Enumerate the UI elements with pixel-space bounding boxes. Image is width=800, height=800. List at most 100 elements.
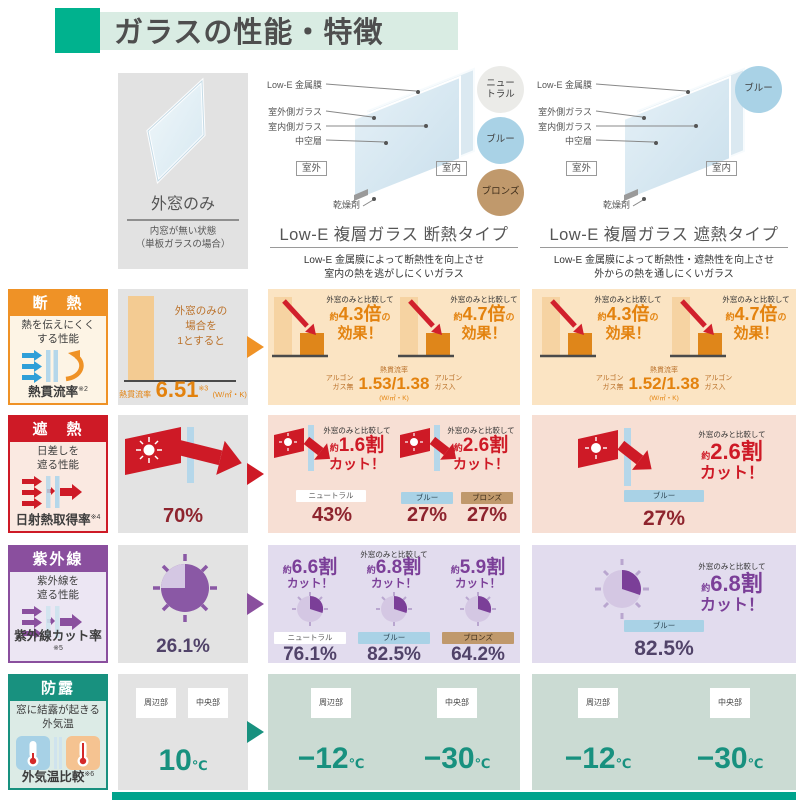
cell-insulation-right: 外窓のみと比較して 約4.3倍の 効果！ 外窓のみと比較して 約4.7倍の 効果… xyxy=(532,289,796,405)
compare-note: 外窓のみと比較して xyxy=(326,295,394,304)
insulation-icon xyxy=(22,350,84,384)
color-pill-blue: ブルー xyxy=(624,620,704,632)
pct-value: 27% xyxy=(642,507,686,530)
pct-value: 82.5% xyxy=(634,637,694,660)
product-desc-insulation: Low-E 金属膜によって断熱性を向上させ 室内の熱を逃がしにくいガラス xyxy=(303,255,485,280)
compare-note: 外窓のみと比較して xyxy=(698,430,766,439)
uv-cut-value: 26.1% xyxy=(156,636,210,657)
effect-value: 約4.7倍の xyxy=(453,304,515,324)
label-air-layer: 中空層 xyxy=(294,136,322,146)
uv-sun-pie-icon xyxy=(376,591,412,626)
color-pill-bronze: ブロンズ xyxy=(442,631,514,644)
shield-icon xyxy=(22,476,82,510)
divider xyxy=(540,247,788,248)
row-title-condensation: 防露 xyxy=(10,676,106,701)
color-pill-blue: ブルー xyxy=(624,490,704,502)
compare-note: 外窓のみと比較して xyxy=(447,426,515,435)
temp-value: −12℃ xyxy=(564,742,632,775)
label-lowe-film: Low-E 金属膜 xyxy=(536,80,592,90)
cut-word: カット！ xyxy=(699,464,764,482)
temp-value: −30℃ xyxy=(423,742,491,775)
uv-icon xyxy=(22,606,82,640)
compare-note: 外窓のみと比較して xyxy=(594,295,662,304)
reference-bar xyxy=(128,296,154,380)
swatch-blue: ブルー xyxy=(735,66,782,113)
footer-divider-bar xyxy=(112,792,796,800)
chip-perimeter: 周辺部 xyxy=(311,688,351,718)
product-title-insulation: Low-E 複層ガラス 断熱タイプ xyxy=(279,226,509,244)
row-title-shield: 遮 熱 xyxy=(10,417,106,442)
row-metric: 外気温比較※6 xyxy=(21,770,95,784)
color-pill-blue: ブルー xyxy=(358,631,430,644)
arrow-right-icon xyxy=(247,336,264,358)
divider xyxy=(270,247,518,248)
bar-compare-chart xyxy=(272,297,328,358)
cell-insulation-mid: 外窓のみと比較して 約4.3倍の 効果！ 外窓のみと比較して 約4.7倍の 効果… xyxy=(268,289,520,405)
chip-center: 中央部 xyxy=(188,688,228,718)
cut-value: 約2.6割 xyxy=(453,435,509,456)
product-title-shield: Low-E 複層ガラス 遮熱タイプ xyxy=(549,226,779,244)
effect-word: 効果！ xyxy=(733,324,779,342)
chip-perimeter: 周辺部 xyxy=(136,688,176,718)
cell-shield-mid: 外窓のみと比較して 約1.6割 カット！ ニュートラル 43% xyxy=(268,415,520,533)
temp-value: 10℃ xyxy=(158,744,208,777)
swatch-blue: ブルー xyxy=(477,117,524,164)
arrow-right-icon xyxy=(247,721,264,743)
sun-arrow-icon xyxy=(125,427,242,483)
cut-word: カット！ xyxy=(455,577,501,590)
label-outside: 室外 xyxy=(296,161,328,177)
diagram-shield-type: Low-E 金属膜 室外側ガラス 室内側ガラス 中空層 室外 室内 乾燥剤 Lo… xyxy=(537,65,790,290)
label-outer-glass: 室外側ガラス xyxy=(538,107,592,117)
title-band xyxy=(100,12,458,50)
color-pill-neutral: ニュートラル xyxy=(274,631,346,644)
cut-value: 約6.6割 xyxy=(282,557,338,578)
outer-window-label: 外窓のみ xyxy=(150,196,215,213)
label-outer-glass: 室外側ガラス xyxy=(268,107,322,117)
thermometer-icon xyxy=(16,736,100,771)
temp-value: −12℃ xyxy=(297,742,365,775)
compare-note: 外窓のみと比較して xyxy=(698,562,766,571)
pct-value: 64.2% xyxy=(451,643,505,665)
color-pill-bronze: ブロンズ xyxy=(461,492,513,504)
cut-value: 約6.8割 xyxy=(701,571,763,596)
outer-window-note: 内窓が無い状態 （単板ガラスの場合） xyxy=(135,226,231,251)
compare-note: 外窓のみと比較して xyxy=(323,426,391,435)
pct-value: 27% xyxy=(466,504,508,526)
double-glass-illustration xyxy=(595,67,745,207)
uv-sun-pie-icon xyxy=(595,559,649,619)
reference-note: 外窓のみの 場合を 1とすると xyxy=(174,305,228,348)
label-inside: 室内 xyxy=(706,161,738,177)
uv-sun-pie-icon xyxy=(460,591,496,626)
row-label-uv: 紫外線 紫外線を 遮る性能 紫外線カット率※5 xyxy=(8,545,108,663)
chip-center: 中央部 xyxy=(710,688,750,718)
color-pill-neutral: ニュートラル xyxy=(296,490,366,502)
chip-perimeter: 周辺部 xyxy=(578,688,618,718)
title-accent-square xyxy=(55,8,100,53)
row-desc: 日差しを 遮る性能 xyxy=(37,445,79,471)
cut-value: 約6.8割 xyxy=(366,557,422,578)
effect-value: 約4.7倍の xyxy=(725,304,787,324)
swatch-bronze: ブロンズ xyxy=(477,169,524,216)
shgc-value: 70% xyxy=(162,505,204,527)
cut-word: カット！ xyxy=(329,455,385,472)
label-outside: 室外 xyxy=(566,161,598,177)
label-desiccant: 乾燥剤 xyxy=(332,200,360,210)
row-desc: 紫外線を 遮る性能 xyxy=(37,575,79,601)
cut-word: カット！ xyxy=(453,455,509,472)
cell-uv-mid: 外窓のみと比較して 約6.6割 カット！ ニュートラル 76.1% 約6.8 xyxy=(268,545,520,665)
label-lowe-film: Low-E 金属膜 xyxy=(266,80,322,90)
cut-value: 約1.6割 xyxy=(329,435,385,456)
row-metric: 紫外線カット率※5 xyxy=(14,628,102,652)
label-inside: 室内 xyxy=(436,161,468,177)
baseline xyxy=(124,380,236,382)
bar-compare-chart xyxy=(540,297,596,358)
cell-uv-outer: 26.1% xyxy=(118,545,248,663)
row-metric: 熱貫流率※2 xyxy=(28,385,88,399)
row-label-shield: 遮 熱 日差しを 遮る性能 日射熱取得率※4 xyxy=(8,415,108,533)
outer-window-panel: 外窓のみ 内窓が無い状態 （単板ガラスの場合） xyxy=(118,73,248,269)
uv-sun-pie-icon xyxy=(292,591,328,626)
pct-value: 43% xyxy=(311,504,353,526)
cut-word: カット！ xyxy=(371,577,417,590)
arrow-right-icon xyxy=(247,463,264,485)
row-label-condensation: 防露 窓に結露が起きる 外気温 外気温比較※6 xyxy=(8,674,108,790)
